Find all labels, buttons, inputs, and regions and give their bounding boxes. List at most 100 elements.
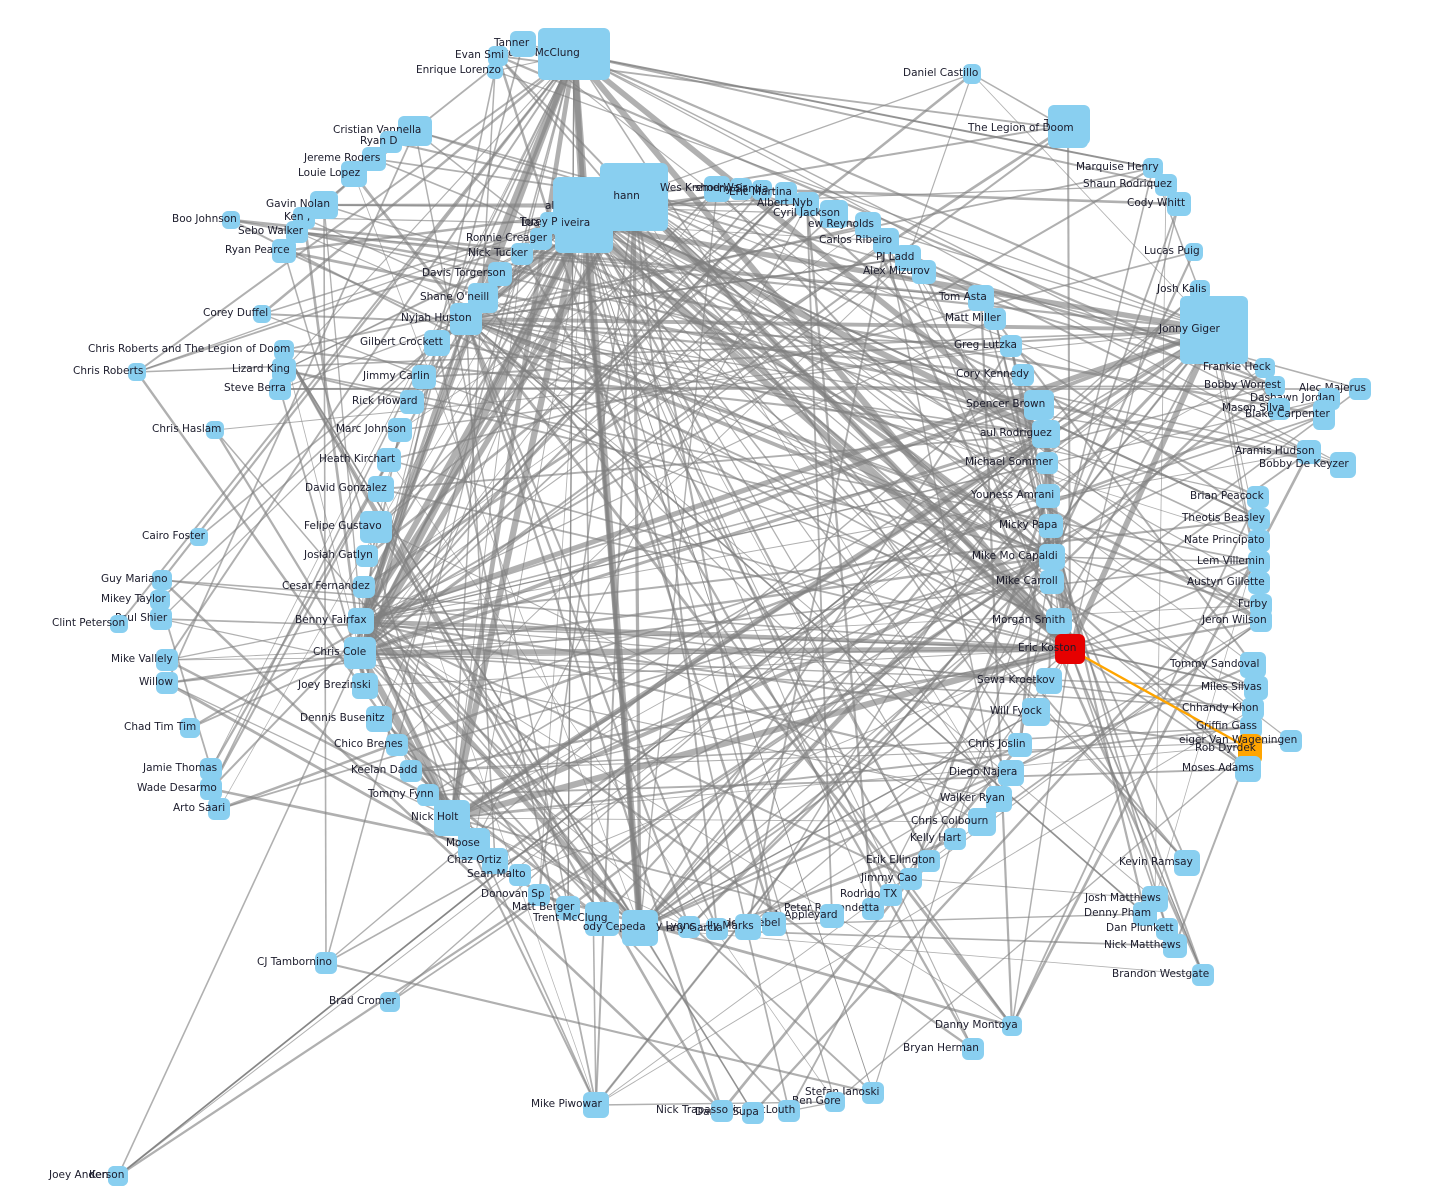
graph-node[interactable] <box>1255 358 1275 378</box>
graph-node[interactable] <box>222 211 240 229</box>
graph-node[interactable] <box>1174 850 1200 876</box>
graph-node[interactable] <box>208 798 230 820</box>
graph-node[interactable] <box>1248 530 1270 552</box>
graph-node[interactable] <box>1024 390 1054 420</box>
graph-node[interactable] <box>1039 544 1065 570</box>
graph-node[interactable] <box>880 884 902 906</box>
graph-node[interactable] <box>150 608 172 630</box>
graph-node[interactable] <box>862 1082 884 1104</box>
graph-node[interactable] <box>286 221 308 243</box>
graph-node[interactable] <box>1297 440 1321 464</box>
graph-node[interactable] <box>1048 110 1088 148</box>
graph-node[interactable] <box>388 418 412 442</box>
graph-node[interactable] <box>344 637 376 669</box>
graph-node[interactable] <box>1248 572 1270 594</box>
graph-node[interactable] <box>1190 280 1210 300</box>
graph-node[interactable] <box>1235 756 1261 782</box>
graph-node[interactable] <box>341 161 367 187</box>
graph-node[interactable] <box>1032 420 1060 448</box>
graph-node[interactable] <box>206 421 224 439</box>
graph-node[interactable] <box>711 1100 733 1122</box>
graph-node[interactable] <box>1046 608 1072 634</box>
graph-node[interactable] <box>253 305 271 323</box>
graph-node[interactable] <box>1330 452 1356 478</box>
graph-node[interactable] <box>778 1100 800 1122</box>
graph-node[interactable] <box>152 570 172 590</box>
graph-node[interactable] <box>1248 551 1270 573</box>
graph-node[interactable] <box>825 1092 845 1112</box>
graph-node[interactable] <box>272 239 296 263</box>
graph-node[interactable] <box>1250 610 1272 632</box>
graph-node[interactable] <box>315 952 337 974</box>
graph-node[interactable] <box>200 758 222 780</box>
graph-node[interactable] <box>1163 934 1187 958</box>
graph-node[interactable] <box>1244 676 1268 700</box>
graph-node[interactable] <box>1185 243 1203 261</box>
graph-node[interactable] <box>912 260 936 284</box>
graph-node[interactable] <box>377 448 401 472</box>
graph-node[interactable] <box>530 228 552 250</box>
graph-node[interactable] <box>1180 296 1248 364</box>
graph-node[interactable] <box>752 180 772 200</box>
graph-node[interactable] <box>918 850 940 872</box>
graph-node[interactable] <box>274 340 294 360</box>
graph-node[interactable] <box>1002 1016 1022 1036</box>
graph-node[interactable] <box>482 848 508 874</box>
graph-node[interactable] <box>1012 364 1034 386</box>
graph-node[interactable] <box>1036 484 1060 508</box>
graph-node[interactable] <box>450 303 482 335</box>
graph-node[interactable] <box>1022 698 1050 726</box>
graph-node[interactable] <box>730 178 752 200</box>
graph-node[interactable] <box>1280 730 1302 752</box>
graph-node[interactable] <box>380 992 400 1012</box>
graph-node[interactable] <box>156 649 178 671</box>
graph-node[interactable] <box>1036 668 1062 694</box>
graph-node[interactable] <box>944 828 966 850</box>
graph-node[interactable] <box>795 192 819 216</box>
graph-node[interactable] <box>538 28 610 80</box>
graph-node[interactable] <box>366 706 392 732</box>
graph-node[interactable] <box>862 898 884 920</box>
graph-node[interactable] <box>706 918 728 940</box>
graph-node[interactable] <box>352 673 378 699</box>
graph-node[interactable] <box>873 228 899 254</box>
graph-node[interactable] <box>380 131 402 153</box>
graph-node[interactable] <box>1240 716 1262 738</box>
graph-node[interactable] <box>368 476 394 502</box>
graph-node[interactable] <box>742 1102 764 1124</box>
graph-node[interactable] <box>585 902 619 936</box>
graph-node[interactable] <box>963 64 981 84</box>
graph-node[interactable] <box>820 200 848 228</box>
graph-node[interactable] <box>1040 570 1064 594</box>
graph-node[interactable] <box>1036 452 1058 474</box>
graph-node[interactable] <box>775 182 797 204</box>
graph-node[interactable] <box>986 786 1012 812</box>
graph-node[interactable] <box>1155 174 1177 196</box>
graph-node[interactable] <box>900 868 922 890</box>
graph-node[interactable] <box>190 528 208 546</box>
graph-node[interactable] <box>704 176 730 202</box>
graph-node[interactable] <box>269 378 291 400</box>
graph-node[interactable] <box>348 608 374 634</box>
graph-node[interactable] <box>1143 158 1163 178</box>
graph-node[interactable] <box>556 896 580 920</box>
graph-node[interactable] <box>398 116 432 146</box>
graph-node[interactable] <box>356 545 378 567</box>
graph-node[interactable] <box>511 243 533 265</box>
graph-node[interactable] <box>998 760 1024 786</box>
graph-node[interactable] <box>487 63 503 79</box>
graph-node[interactable] <box>1265 376 1285 396</box>
graph-node[interactable] <box>1349 378 1371 400</box>
graph-node[interactable] <box>528 884 550 906</box>
graph-node[interactable] <box>400 760 422 782</box>
graph-node[interactable] <box>678 916 700 938</box>
graph-node[interactable] <box>488 262 512 286</box>
graph-node[interactable] <box>110 615 128 633</box>
graph-node[interactable] <box>762 912 786 936</box>
graph-node[interactable] <box>1133 902 1157 926</box>
graph-node[interactable] <box>1039 514 1063 538</box>
graph-node[interactable] <box>962 1038 984 1060</box>
graph-node[interactable] <box>820 904 844 928</box>
graph-node[interactable] <box>509 864 531 886</box>
graph-node[interactable] <box>386 734 408 756</box>
